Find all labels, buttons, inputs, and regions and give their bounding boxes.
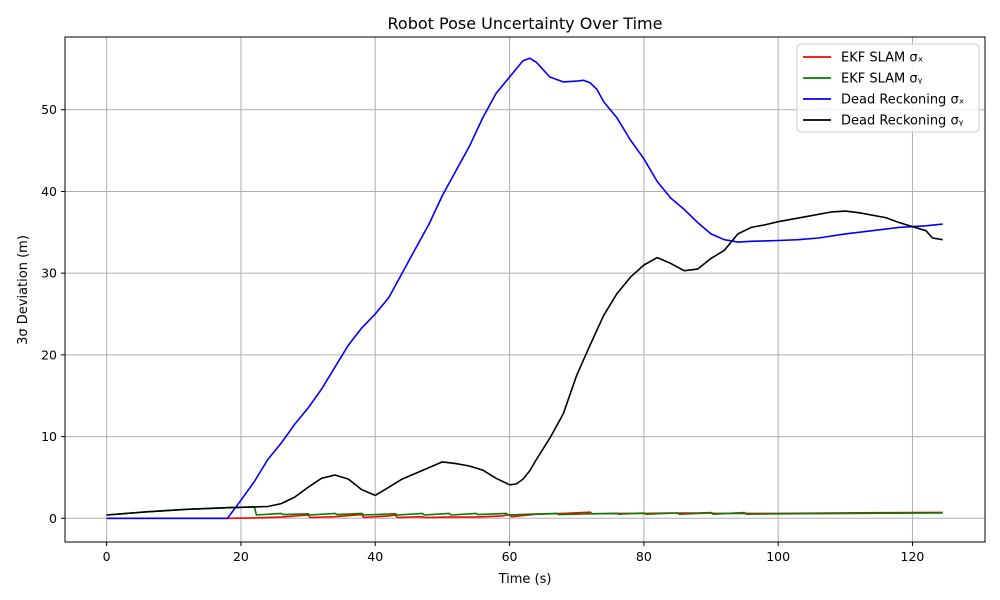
x-tick-label: 60	[502, 549, 518, 564]
y-tick-label: 20	[41, 347, 57, 362]
y-axis: 0 10 20 30 40 50	[41, 102, 65, 526]
y-tick-label: 50	[41, 102, 57, 117]
chart-title: Robot Pose Uncertainty Over Time	[388, 14, 663, 33]
x-axis-label: Time (s)	[498, 572, 552, 587]
series-line-ekf-slam-1	[106, 506, 943, 516]
y-tick-label: 10	[41, 429, 57, 444]
legend-label: Dead Reckoning σᵧ	[841, 114, 964, 129]
y-tick-label: 0	[49, 511, 57, 526]
x-tick-label: 0	[103, 549, 111, 564]
legend-label: EKF SLAM σᵧ	[841, 72, 923, 87]
x-tick-label: 80	[636, 549, 652, 564]
plot-frame	[64, 36, 986, 543]
legend: EKF SLAM σₓ EKF SLAM σᵧ Dead Reckoning σₓ D…	[796, 43, 980, 133]
legend-label: Dead Reckoning σₓ	[841, 93, 965, 108]
x-axis: 0 20 40 60 80 100 120	[103, 542, 925, 564]
legend-box	[796, 43, 980, 133]
legend-label: EKF SLAM σₓ	[841, 51, 924, 66]
x-tick-label: 100	[766, 549, 790, 564]
x-tick-label: 40	[367, 549, 383, 564]
x-tick-label: 20	[233, 549, 249, 564]
y-tick-label: 40	[41, 184, 57, 199]
series-line-dead-reckoning-3	[106, 210, 943, 516]
series-line-dead-reckoning-2	[106, 57, 943, 520]
series-group	[106, 57, 943, 520]
y-axis-label: 3σ Deviation (m)	[16, 235, 31, 345]
x-tick-label: 120	[901, 549, 925, 564]
y-tick-label: 30	[41, 266, 57, 281]
